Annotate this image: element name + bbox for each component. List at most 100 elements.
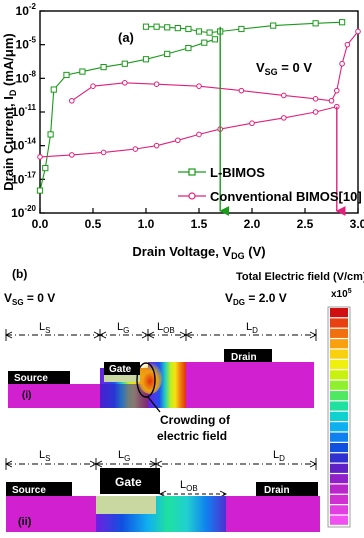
conventional-lower-point [175,137,181,144]
drain-contact-ii [256,482,318,496]
dim-lg-i: LG [117,321,129,335]
colorbar-swatch [330,484,348,494]
colorbar-swatch [330,308,348,318]
crowding-label-2: electric field [157,429,227,443]
x-tick-label: 2.0 [244,217,261,231]
x-tick-label: 0.0 [32,217,49,231]
dim-lob-ii: LOB [180,479,198,493]
colorbar-swatch [330,411,348,421]
conventional-upper-point [328,97,335,104]
vsg-label: VSG = 0 V [4,291,55,307]
source-contact-i [8,371,70,384]
gate-contact-i [104,362,140,375]
legend-marker-lbimos [188,168,196,176]
panel-label-a: (a) [118,30,134,45]
conventional-lower-point [281,115,287,121]
x-tick-label: 0.5 [85,217,102,231]
vdg-label: VDG = 2.0 V [225,291,287,307]
lbimos-upper-point [339,19,346,26]
lbimos-forward-point [201,39,208,46]
lbimos-forward-point [42,165,49,172]
colorbar-swatch [330,453,348,463]
structure-label-ii: (ii) [18,516,32,528]
colorbar-swatch [330,391,348,401]
conventional-upper-point [90,83,96,89]
conventional-upper-point [69,97,75,104]
y-tick-label: 10-11 [12,103,37,119]
crowding-pointer [147,396,161,413]
panel-label-b: (b) [12,267,27,281]
conventional-upper-point [281,92,287,99]
lbimos-forward-point [47,131,54,138]
lbimos-upper-point [238,25,245,33]
colorbar-swatch [330,505,348,515]
colorbar-swatch [330,349,348,359]
conventional-upper-point [312,96,319,102]
legend: L-BIMOS Conventional BIMOS[10] [178,165,362,204]
dim-ld-i: LD [246,321,258,335]
y-tick-label: 10-20 [11,204,36,220]
dim-lg-ii: LG [118,449,130,463]
x-axis-title: Drain Voltage, VDG (V) [132,244,265,261]
dim-ls-ii: LS [39,449,50,463]
lbimos-upper-point [185,25,192,33]
lbimos-upper-point [142,23,150,30]
plot-frame [39,10,359,214]
lbimos-forward-point [142,56,150,63]
lbimos-forward-point [121,60,128,67]
conventional-lower-point [132,146,139,152]
device-structure-i: Source Gate Drain (i) Crowding of electr… [8,349,314,443]
color-scale-bar [327,306,351,528]
gate-label-i: Gate [109,364,132,375]
conventional-lower-line [39,106,337,158]
axis-ticks: 0.0 0.5 1.0 1.5 2.0 2.5 3.0 10-2 10-5 10-8 10-11 10… [11,2,364,231]
conventional-upper-point [339,60,345,67]
y-tick-label: 10-5 [16,36,37,52]
drain-label-i: Drain [231,352,257,363]
x-tick-label: 2.5 [297,217,314,231]
colorbar-swatch [330,328,348,338]
colorbar-swatch [330,463,348,473]
lbimos-upper-point [164,24,171,31]
panel-a-chart: 0.0 0.5 1.0 1.5 2.0 2.5 3.0 10-2 10-5 10-8 10-11 10… [1,2,364,261]
scale-unit: x105 [331,288,352,300]
drain-contact-i [224,349,272,362]
colorbar-swatch [330,370,348,380]
vsg-annotation: VSG = 0 V [256,60,312,77]
gate-label-ii: Gate [115,475,142,489]
lbimos-upper-point [270,22,277,29]
structure-label-i: (i) [22,390,31,401]
conventional-upper-point [122,79,128,86]
drain-label-ii: Drain [264,485,290,496]
y-tick-label: 10-17 [11,170,36,186]
conventional-lower-point [196,131,202,138]
x-tick-label: 1.5 [191,217,208,231]
x-tick-label: 3.0 [350,217,364,231]
source-label-ii: Source [12,485,46,496]
y-tick-label: 10-2 [16,2,37,18]
lbimos-forward-point [63,71,70,79]
colorbar-swatch [330,401,348,411]
lbimos-forward-point [36,187,44,194]
y-tick-label: 10-14 [11,137,36,153]
colorbar-swatch [330,422,348,432]
dim-lob-i: LOB [157,321,175,335]
lbimos-upper-point [195,28,203,35]
conventional-upper-point [334,87,340,94]
colorbar-swatch [330,515,348,525]
conventional-lower-point [153,142,160,149]
conventional-lower-point [69,152,75,158]
colorbar-swatch [330,339,348,349]
colorbar-swatch [330,442,348,453]
colorbar-swatch [330,432,348,442]
lbimos-forward-point [50,86,57,93]
lbimos-forward-point [100,64,107,71]
conventional-lower-point [312,109,319,115]
conventional-lower-point [37,154,43,160]
lbimos-upper-point [312,20,319,27]
colorbar-swatch [330,318,348,328]
conventional-lower-point [100,149,107,156]
legend-marker-conventional [188,192,196,200]
lbimos-upper-point [153,23,160,30]
